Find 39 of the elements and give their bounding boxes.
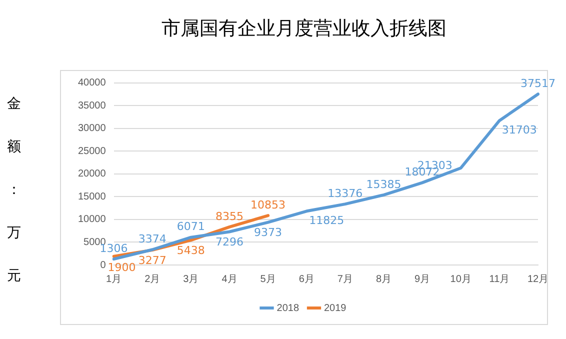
y-tick-label: 35000 bbox=[78, 100, 106, 112]
x-tick-label: 3月 bbox=[183, 274, 199, 285]
y-tick-label: 20000 bbox=[78, 168, 106, 180]
x-tick-label: 6月 bbox=[298, 274, 314, 285]
x-tick-label: 10月 bbox=[450, 274, 472, 285]
chart-title: 市属国有企业月度营业收入折线图 bbox=[162, 17, 446, 40]
data-label: 7296 bbox=[215, 236, 244, 249]
legend-label: 2018 bbox=[276, 302, 300, 314]
data-label: 10853 bbox=[250, 198, 286, 212]
data-label: 11825 bbox=[309, 214, 344, 227]
x-tick-label: 8月 bbox=[376, 274, 392, 285]
x-tick-label: 11月 bbox=[489, 274, 510, 285]
data-label: 13376 bbox=[328, 186, 363, 200]
y-tick-label: 5000 bbox=[84, 236, 106, 248]
x-tick-label: 9月 bbox=[414, 274, 430, 285]
x-tick-label: 4月 bbox=[222, 274, 238, 285]
data-label: 3374 bbox=[138, 232, 166, 246]
legend-label: 2019 bbox=[324, 302, 347, 314]
y-tick-label: 40000 bbox=[78, 78, 106, 89]
y-tick-label: 10000 bbox=[78, 214, 106, 226]
data-label: 15385 bbox=[366, 178, 402, 191]
x-tick-label: 5月 bbox=[260, 274, 276, 285]
data-label: 9373 bbox=[254, 226, 282, 240]
data-label: 3277 bbox=[138, 254, 166, 267]
y-tick-label: 15000 bbox=[78, 191, 106, 202]
data-label: 37517 bbox=[520, 76, 556, 90]
data-label: 31703 bbox=[502, 123, 537, 136]
y-tick-label: 30000 bbox=[78, 123, 106, 134]
x-tick-label: 12月 bbox=[527, 274, 549, 285]
text: 金额：万元 bbox=[7, 96, 21, 284]
data-label: 1900 bbox=[108, 261, 136, 274]
x-tick-label: 1月 bbox=[106, 274, 122, 285]
x-tick-label: 2月 bbox=[144, 274, 160, 285]
x-tick-label: 7月 bbox=[337, 274, 353, 285]
y-tick-label: 25000 bbox=[78, 146, 106, 157]
y-tick-label: 0 bbox=[100, 260, 106, 271]
data-label: 8355 bbox=[215, 210, 244, 223]
data-label: 6071 bbox=[176, 220, 205, 234]
data-label: 5438 bbox=[176, 244, 205, 258]
